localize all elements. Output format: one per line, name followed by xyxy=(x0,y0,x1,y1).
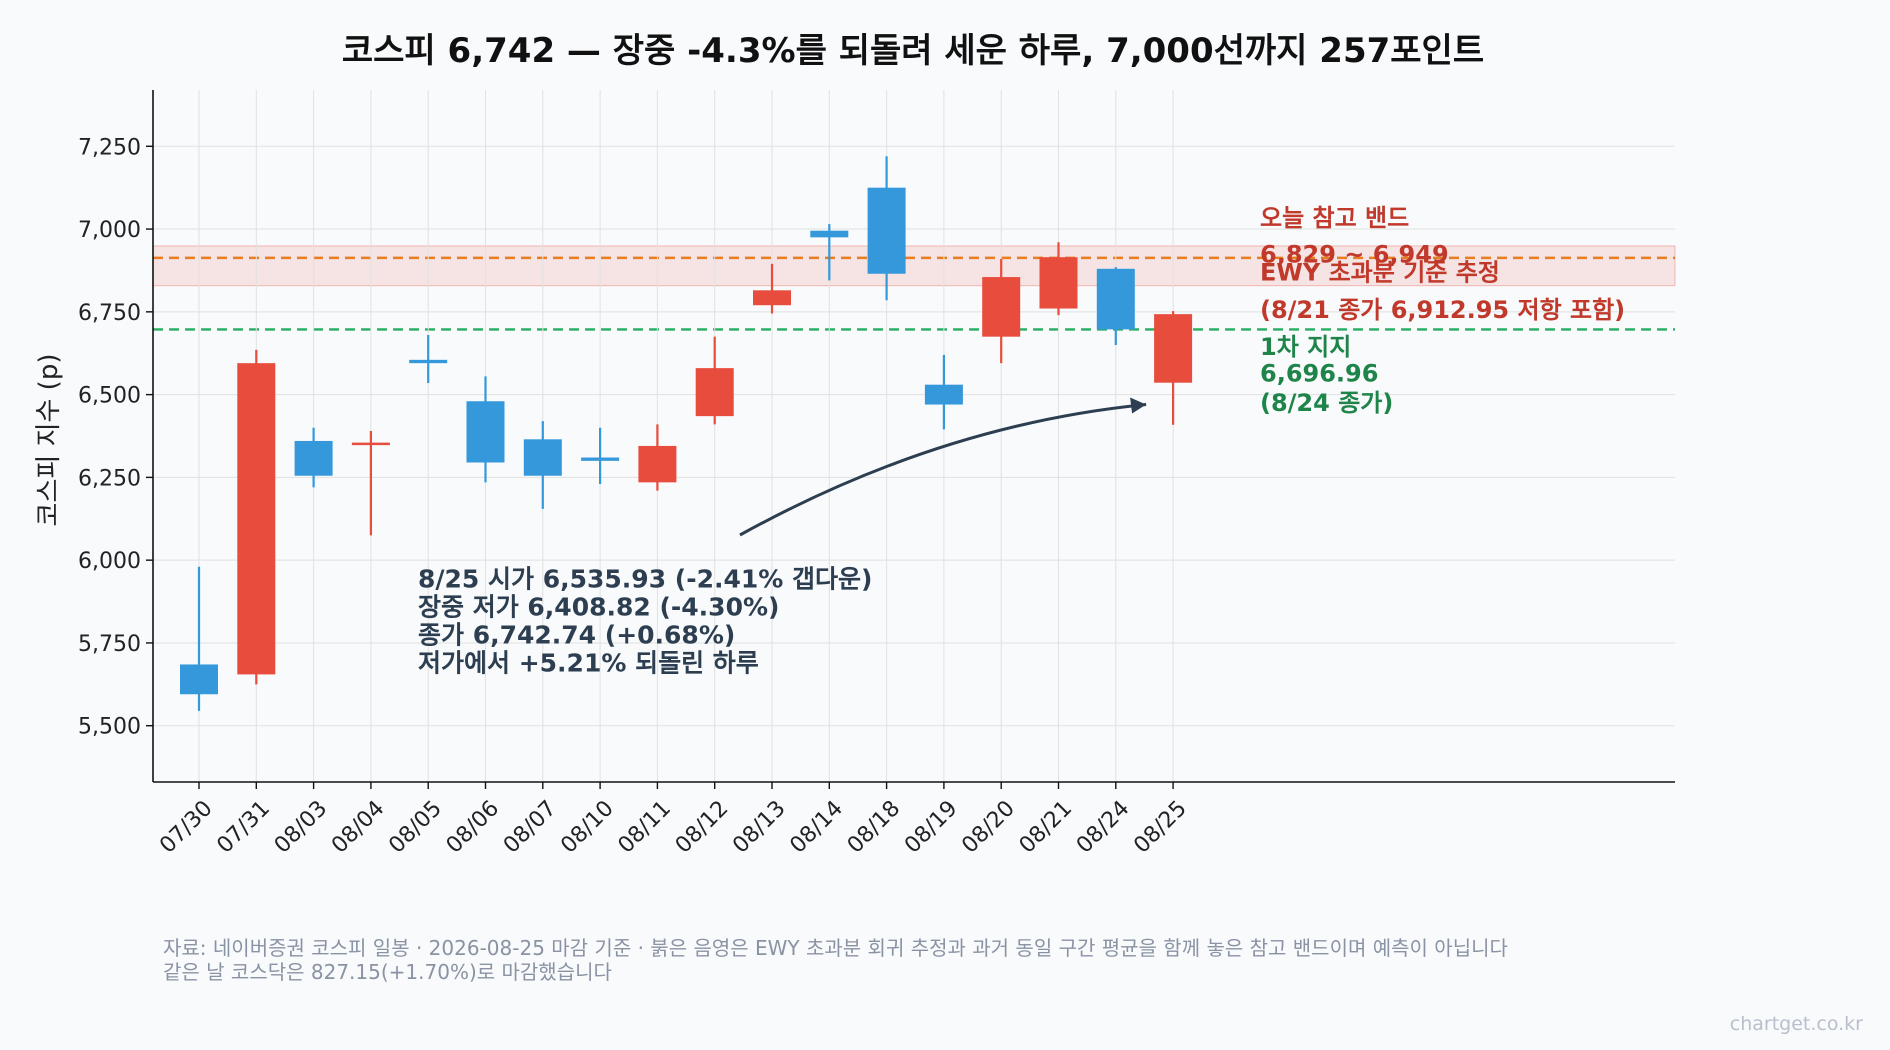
candle-body xyxy=(237,363,276,675)
x-tick-label: 08/03 xyxy=(270,796,333,859)
candle-body xyxy=(466,401,505,463)
support-label-line: 6,696.96 xyxy=(1260,359,1378,387)
x-tick-label: 08/25 xyxy=(1129,796,1192,859)
candle-body xyxy=(867,187,906,274)
footnote-line-1: 자료: 네이버증권 코스피 일봉 · 2026-08-25 마감 기준 · 붉은… xyxy=(163,936,1508,960)
band-label-line: 오늘 참고 밴드 xyxy=(1260,204,1409,232)
candle-07-31 xyxy=(237,349,276,685)
x-tick-label: 08/05 xyxy=(384,796,447,859)
x-tick-label: 08/11 xyxy=(614,796,677,859)
x-tick-label: 08/07 xyxy=(499,796,562,859)
annotation-line: 장중 저가 6,408.82 (-4.30%) xyxy=(418,592,779,621)
candle-body xyxy=(753,290,791,306)
candle-08-24 xyxy=(1096,267,1135,345)
x-tick-label: 08/14 xyxy=(785,796,848,859)
x-tick-label: 08/13 xyxy=(728,796,791,859)
candle-body xyxy=(581,457,620,461)
candle-08-12 xyxy=(695,336,734,425)
x-tick-label: 08/04 xyxy=(327,796,390,859)
candle-body xyxy=(294,440,333,476)
candle-body xyxy=(1154,314,1193,383)
annotation-line: 종가 6,742.74 (+0.68%) xyxy=(418,620,735,649)
candle-body xyxy=(695,368,734,417)
y-tick-label: 5,500 xyxy=(78,715,141,740)
candle-body xyxy=(1096,268,1135,330)
x-tick-label: 07/31 xyxy=(212,796,275,859)
y-tick-label: 7,000 xyxy=(78,218,141,243)
candle-08-13 xyxy=(753,263,791,314)
reference-band-layer xyxy=(152,245,1676,331)
candle-body xyxy=(180,664,218,695)
candle-body xyxy=(351,442,390,446)
band-label-line: (8/21 종가 6,912.95 저항 포함) xyxy=(1260,296,1625,324)
candle-08-06 xyxy=(466,376,505,483)
candle-08-25 xyxy=(1154,311,1193,425)
candle-body xyxy=(924,384,963,405)
candle-08-07 xyxy=(523,421,562,509)
candle-07-30 xyxy=(180,566,218,711)
y-tick-label: 6,000 xyxy=(78,549,141,574)
grid-layer xyxy=(153,90,1675,782)
chart-title: 코스피 6,742 — 장중 -4.3%를 되돌려 세운 하루, 7,000선까… xyxy=(342,31,1484,71)
candle-body xyxy=(523,439,562,476)
x-tick-label: 08/18 xyxy=(843,796,906,859)
support-label-line: 1차 지지 xyxy=(1260,333,1351,361)
x-tick-label: 08/12 xyxy=(671,796,734,859)
candle-body xyxy=(982,277,1021,337)
candle-08-14 xyxy=(810,224,849,281)
x-tick-label: 08/20 xyxy=(957,796,1020,859)
candle-08-19 xyxy=(924,354,963,430)
annotation-line: 저가에서 +5.21% 되돌린 하루 xyxy=(418,648,759,677)
x-tick-label: 08/24 xyxy=(1072,796,1135,859)
candle-body xyxy=(409,359,448,364)
annotation-arrowhead xyxy=(1130,397,1147,414)
x-tick-label: 08/06 xyxy=(442,796,505,859)
y-tick-label: 7,250 xyxy=(78,135,141,160)
candle-08-20 xyxy=(982,258,1021,364)
reference-band xyxy=(152,245,1676,287)
band-label-line: EWY 초과분 기준 추정 xyxy=(1260,259,1500,287)
y-tick-label: 6,750 xyxy=(78,301,141,326)
x-tick-label: 08/10 xyxy=(556,796,619,859)
watermark: chartget.co.kr xyxy=(1730,1013,1863,1035)
band-label-line: 6,829 ~ 6,949 xyxy=(1260,241,1449,269)
y-tick-label: 6,500 xyxy=(78,384,141,409)
y-tick-label: 5,750 xyxy=(78,632,141,657)
candle-08-10 xyxy=(581,427,620,485)
candle-body xyxy=(1039,257,1078,309)
x-tick-label: 08/21 xyxy=(1015,796,1078,859)
y-tick-label: 6,250 xyxy=(78,466,141,491)
support-label-line: (8/24 종가) xyxy=(1260,389,1393,417)
annotation-line: 8/25 시가 6,535.93 (-2.41% 갭다운) xyxy=(418,564,872,593)
candle-08-04 xyxy=(351,431,390,536)
candles-layer xyxy=(180,156,1193,711)
candle-08-11 xyxy=(638,424,677,491)
candle-08-21 xyxy=(1039,242,1078,316)
x-tick-label: 07/30 xyxy=(155,796,218,859)
y-axis-label: 코스피 지수 (p) xyxy=(34,354,64,527)
footnote-line-2: 같은 날 코스닥은 827.15(+1.70%)로 마감했습니다 xyxy=(163,960,612,984)
candle-08-05 xyxy=(409,335,448,384)
candle-08-18 xyxy=(867,156,906,301)
candle-body xyxy=(810,230,849,238)
annotation-arrow xyxy=(739,403,1147,537)
candle-body xyxy=(638,445,677,483)
x-tick-label: 08/19 xyxy=(900,796,963,859)
candle-08-03 xyxy=(294,427,333,488)
